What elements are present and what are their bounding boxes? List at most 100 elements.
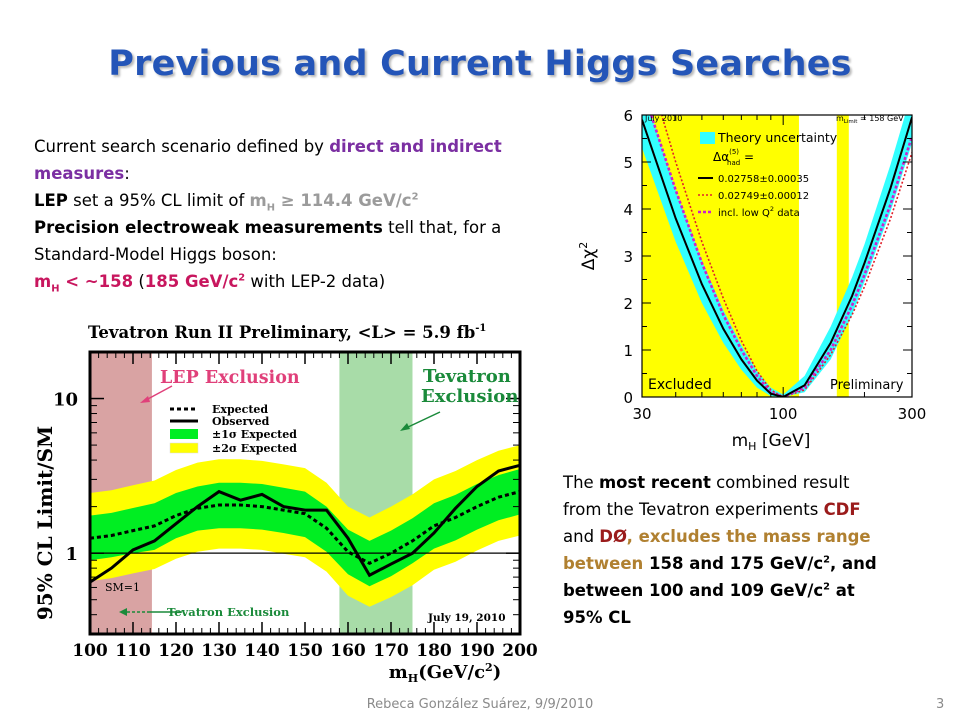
chi2-y-tick-label: 1 [623, 342, 633, 360]
chi2-mlimit: mLimit = 158 GeV [836, 114, 904, 125]
slide-footer: Rebeca González Suárez, 9/9/2010 [366, 697, 594, 712]
sm-equals-one-label: SM=1 [105, 581, 140, 594]
legend-alpha-label: Δα(5) had = [713, 148, 754, 167]
range-158-175: 158 and 175 GeV/c [643, 554, 824, 573]
mlimit-sub: Limit [844, 119, 858, 125]
bottom-tevatron-exclusion-label: Tevatron Exclusion [167, 605, 290, 619]
chi2-y-tick-label: 6 [623, 107, 633, 125]
x-tick-label: 160 [330, 641, 366, 661]
superscript: 2 [238, 272, 246, 284]
legend-theory-label: Theory uncertainty [717, 130, 838, 145]
series-0.02758-line [642, 117, 912, 397]
tevatron-arrowhead [400, 423, 410, 431]
alpha-sub: had [727, 159, 740, 167]
header-sup: -1 [475, 323, 486, 334]
lep-arrowhead [140, 396, 150, 403]
legend-1sigma-label: ±1σ Expected [212, 428, 297, 441]
observed-line [89, 463, 521, 584]
ew-limit-value: ~158 [84, 272, 134, 291]
tevatron-legend: Expected Observed ±1σ Expected ±2σ Expec… [169, 403, 297, 455]
chi2-x-tick-label: 100 [769, 405, 798, 423]
x-tick-label: 150 [287, 641, 323, 661]
xlabel-m: m [389, 662, 408, 683]
excludes-text: , excludes the mass range [626, 527, 871, 546]
xlabel-m: m [732, 431, 749, 451]
mh-subscript: H [51, 283, 60, 295]
xlabel-end: ) [493, 662, 502, 683]
right-line-6: 95% CL [563, 604, 943, 631]
right-line-2: from the Tevatron experiments CDF [563, 496, 943, 523]
chi2-frame [641, 114, 913, 398]
cl-label: 95% CL [563, 608, 631, 627]
tevatron-frame [88, 350, 522, 636]
left-line-3: LEP set a 95% CL limit of mH ≥ 114.4 GeV… [34, 187, 574, 214]
series-0.02749-line [660, 115, 912, 397]
chi2-xlabel: mH [GeV] [732, 431, 811, 453]
chi2-plot-layer: 0 1 2 3 4 5 6 30 100 300 [623, 107, 926, 423]
y-tick-label: 1 [65, 544, 78, 565]
right-line-1: The most recent combined result [563, 469, 943, 496]
ylabel-sup: 2 [577, 242, 590, 249]
text-span: The [563, 473, 599, 492]
x-tick-label: 130 [201, 641, 237, 661]
left-line-1: Current search scenario defined by direc… [34, 133, 574, 160]
slide-title: Previous and Current Higgs Searches [108, 44, 852, 84]
text-span: and [563, 527, 600, 546]
excluded-region-low [642, 115, 799, 397]
d0-label: DØ [599, 527, 627, 546]
left-line-4: Precision electroweak measurements tell … [34, 214, 574, 241]
most-recent-label: most recent [598, 473, 711, 492]
left-line-2: measures: [34, 160, 574, 187]
excluded-region-high [836, 115, 849, 397]
legend-1sigma-swatch [170, 429, 198, 439]
bottom-arrowhead [119, 608, 127, 616]
band-1sigma [90, 469, 520, 587]
tevatron-xlabel: mH(GeV/c2) [389, 661, 501, 685]
x-tick-label: 190 [459, 641, 495, 661]
chi2-date: July 2010 [644, 114, 682, 123]
highlight-measures: measures [34, 164, 125, 183]
left-line-5: Standard-Model Higgs boson: [34, 241, 574, 268]
lep-arrow [145, 385, 173, 401]
x-tick-label: 140 [244, 641, 280, 661]
text-span: < [59, 272, 85, 291]
mlimit-value: = 158 GeV [857, 114, 904, 123]
tevatron-ylabel: 95% CL Limit/SM [33, 426, 57, 620]
chi2-y-tick-label: 3 [623, 248, 633, 266]
chi2-y-tick-label: 5 [623, 154, 633, 172]
mh-symbol: m [249, 191, 267, 210]
right-text-block: The most recent combined result from the… [563, 469, 943, 631]
s3-text: incl. low Q [718, 208, 770, 219]
tevatron-header: Tevatron Run II Preliminary, <L> = 5.9 f… [88, 323, 486, 342]
right-line-3: and DØ, excludes the mass range [563, 523, 943, 550]
mh-symbol: m [34, 272, 52, 291]
x-tick-label: 100 [72, 641, 108, 661]
legend-theory-swatch [700, 132, 715, 144]
header-text: Tevatron Run II Preliminary, <L> = 5.9 f… [88, 323, 475, 342]
tevatron-arrow [405, 411, 441, 429]
range-100-109: between 100 and 109 GeV/c [563, 581, 824, 600]
xlabel-sup: 2 [485, 661, 493, 674]
lep-label: LEP [34, 191, 68, 210]
alpha-sup: (5) [729, 148, 739, 156]
right-line-4: between 158 and 175 GeV/c2, and [563, 550, 943, 577]
lep-limit-value: ≥ 114.4 GeV/c [275, 191, 412, 210]
tevatron-exclusion-label-1: Tevatron [423, 366, 511, 387]
superscript: 2 [823, 554, 831, 566]
chi2-legend: Theory uncertainty Δα(5) had = 0.02758±0.… [698, 130, 838, 219]
tevatron-date: July 19, 2010 [427, 612, 506, 624]
superscript: 2 [411, 191, 419, 203]
x-tick-label: 180 [416, 641, 452, 661]
s3-end: data [774, 208, 800, 219]
alpha-eq: = [740, 150, 754, 164]
mlimit-m: m [836, 114, 844, 123]
precision-ew-label: Precision electroweak measurements [34, 218, 383, 237]
cdf-label: CDF [823, 500, 861, 519]
x-tick-label: 170 [373, 641, 409, 661]
legend-s3-label: incl. low Q2 data [718, 205, 800, 219]
xlabel-sub: H [748, 440, 756, 453]
left-text-block: Current search scenario defined by direc… [34, 133, 574, 295]
text-span: with LEP-2 data) [245, 272, 386, 291]
